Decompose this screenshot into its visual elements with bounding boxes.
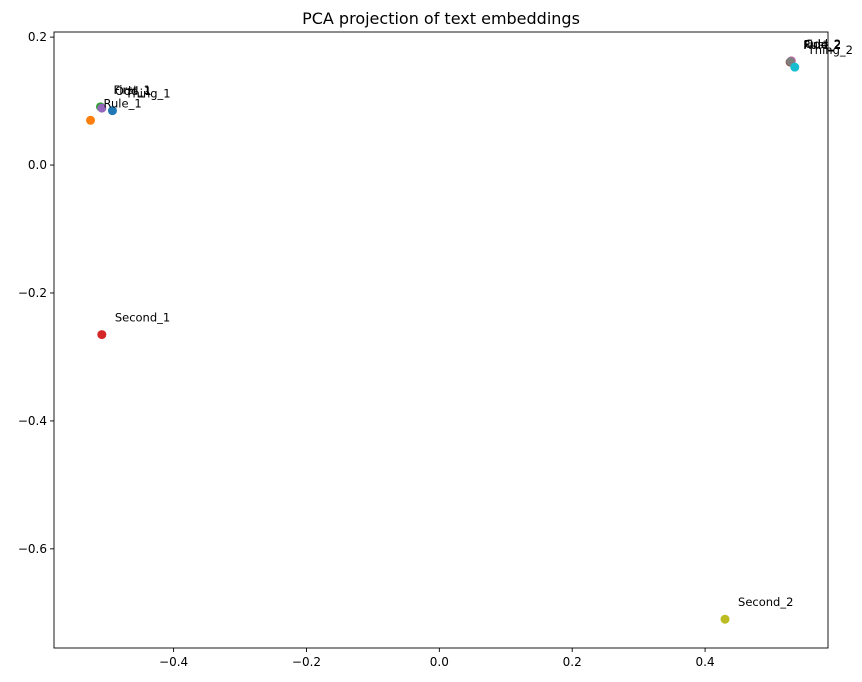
- point-label: Odd_2: [804, 37, 841, 51]
- point-label: First_2: [804, 37, 841, 51]
- x-axis-ticks: −0.4 −0.2 0.0 0.2 0.4: [159, 648, 715, 669]
- point-label: Thing_1: [124, 87, 170, 101]
- chart-title: PCA projection of text embeddings: [302, 9, 580, 28]
- y-tick-label: 0.2: [28, 30, 47, 44]
- x-tick-label: 0.0: [430, 655, 449, 669]
- y-tick-label: −0.6: [18, 542, 47, 556]
- point-label: Rule_1: [104, 96, 142, 110]
- point-label: Second_2: [738, 595, 793, 609]
- y-tick-label: −0.4: [18, 414, 47, 428]
- plot-frame: [53, 31, 829, 649]
- y-tick-label: 0.0: [28, 158, 47, 172]
- point-second-1: [97, 330, 107, 340]
- point-thing-1: [107, 106, 117, 116]
- point-thing-2: [790, 62, 800, 72]
- points-layer: [86, 56, 800, 624]
- point-rule-1: [86, 115, 96, 125]
- point-odd-1: [97, 103, 107, 113]
- x-tick-label: 0.2: [563, 655, 582, 669]
- point-label: Thing_2: [807, 43, 853, 57]
- point-label: First_1: [114, 83, 151, 97]
- point-label: Second_1: [115, 311, 170, 325]
- y-tick-label: −0.2: [18, 286, 47, 300]
- x-tick-label: −0.4: [159, 655, 188, 669]
- point-label: Odd_1: [115, 84, 152, 98]
- x-tick-label: 0.4: [696, 655, 715, 669]
- x-tick-label: −0.2: [292, 655, 321, 669]
- point-label: Rule_2: [803, 38, 841, 52]
- point-second-2: [720, 614, 730, 624]
- y-axis-ticks: 0.2 0.0 −0.2 −0.4 −0.6: [18, 30, 54, 556]
